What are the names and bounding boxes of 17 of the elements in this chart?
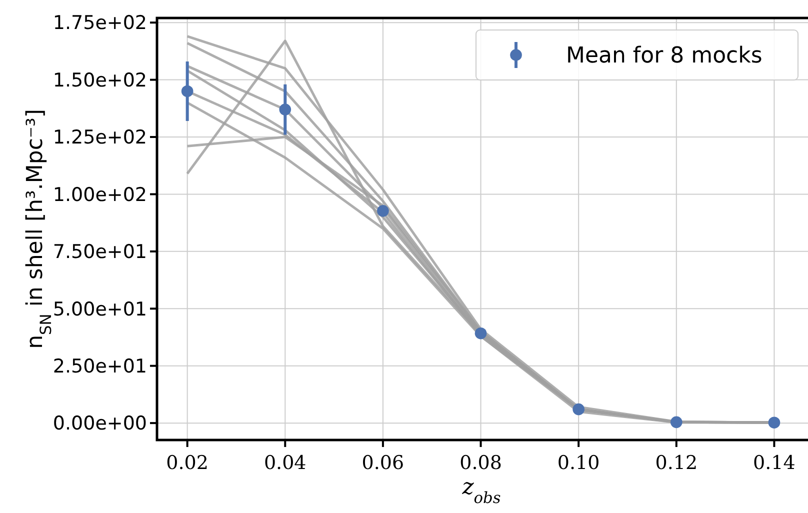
y-tick-label: 2.50e+01 bbox=[52, 356, 147, 378]
x-tick-label: 0.02 bbox=[166, 452, 208, 474]
y-tick-label: 1.25e+02 bbox=[52, 126, 147, 149]
x-tick-label: 0.10 bbox=[557, 452, 600, 474]
x-tick-label: 0.08 bbox=[460, 452, 502, 474]
y-tick-label: 1.75e+02 bbox=[52, 12, 147, 34]
legend-label: Mean for 8 mocks bbox=[566, 44, 762, 69]
x-tick-label: 0.12 bbox=[655, 452, 698, 474]
y-tick-label: 0.00e+00 bbox=[52, 412, 147, 435]
y-tick-label: 1.00e+02 bbox=[52, 184, 147, 206]
y-tick-label: 5.00e+01 bbox=[52, 298, 147, 320]
y-tick-label: 1.50e+02 bbox=[52, 69, 147, 92]
x-axis-title: z$_{obs}$ bbox=[461, 475, 501, 507]
x-tick-label: 0.04 bbox=[264, 452, 306, 474]
x-tick-label: 0.14 bbox=[753, 452, 796, 474]
y-tick-label: 7.50e+01 bbox=[52, 241, 147, 264]
x-tick-label: 0.06 bbox=[362, 452, 404, 474]
